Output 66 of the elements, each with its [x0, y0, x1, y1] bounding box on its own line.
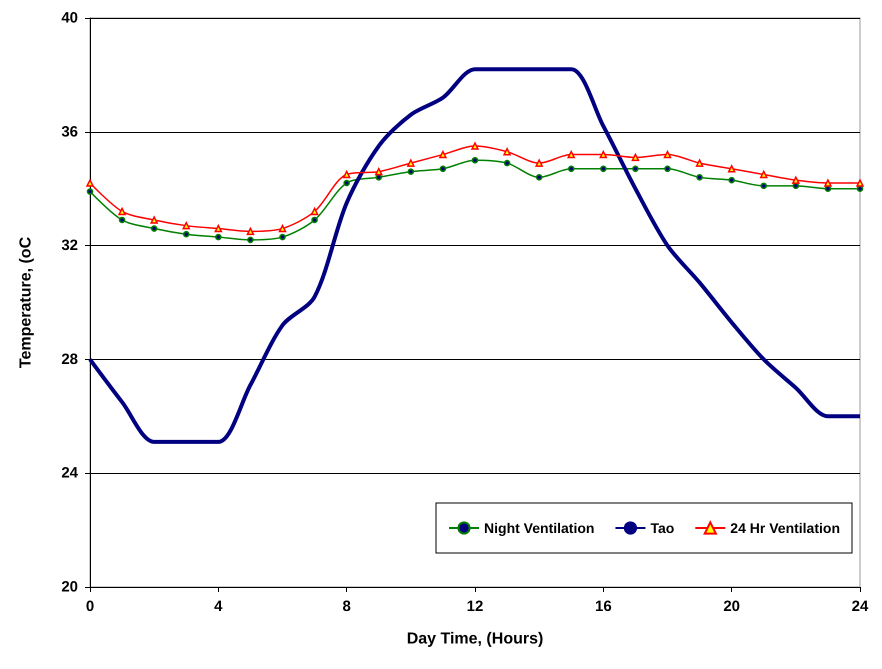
- y-tick-label: 40: [61, 10, 78, 26]
- point: [118, 208, 126, 216]
- point: [407, 159, 415, 167]
- point: [471, 142, 479, 150]
- point: [760, 170, 768, 178]
- point: [664, 150, 672, 158]
- x-tick-label: 0: [86, 598, 94, 615]
- point: [310, 208, 318, 216]
- point: [536, 174, 542, 181]
- y-tick-label: 20: [61, 578, 78, 596]
- point: [215, 234, 222, 240]
- legend-label: Tao: [650, 520, 674, 536]
- point: [214, 224, 222, 232]
- point: [183, 230, 190, 238]
- x-axis-title: Day Time, (Hours): [406, 630, 544, 648]
- point: [439, 150, 447, 158]
- y-axis-title: Temperature, (oC: [18, 236, 34, 368]
- y-tick-label: 28: [61, 350, 78, 368]
- point: [375, 168, 382, 176]
- point: [376, 174, 382, 181]
- y-tick-label: 24: [61, 464, 79, 482]
- point: [696, 159, 704, 167]
- point: [182, 222, 190, 230]
- point: [824, 179, 832, 187]
- point: [440, 166, 446, 172]
- x-tick-label: 12: [466, 598, 484, 615]
- point: [728, 176, 735, 184]
- point: [343, 180, 350, 186]
- x-tick-label: 16: [594, 598, 612, 615]
- legend-label: Night Ventilation: [484, 520, 594, 536]
- point: [278, 224, 286, 232]
- point: [408, 168, 414, 175]
- point: [118, 216, 126, 224]
- point: [247, 236, 254, 244]
- x-tick-label: 24: [852, 598, 869, 615]
- point: [792, 176, 800, 184]
- point: [311, 216, 318, 224]
- point: [728, 165, 736, 173]
- point: [535, 159, 543, 167]
- point: [246, 228, 254, 236]
- point: [760, 182, 767, 190]
- point: [632, 166, 639, 172]
- point: [664, 166, 671, 172]
- point: [150, 225, 158, 232]
- x-tick-label: 20: [723, 598, 740, 615]
- x-tick-label: 4: [214, 598, 224, 615]
- point: [792, 182, 800, 190]
- point: [342, 170, 350, 178]
- y-tick-label: 36: [61, 123, 78, 140]
- point: [696, 174, 703, 181]
- point: [568, 150, 575, 158]
- point: [568, 166, 574, 172]
- legend-label: 24 Hr Ventilation: [730, 520, 840, 536]
- x-tick-label: 8: [342, 598, 351, 615]
- point: [504, 160, 510, 166]
- point: [86, 188, 94, 195]
- point: [632, 154, 640, 162]
- point: [600, 166, 607, 172]
- point: [472, 157, 478, 164]
- point: [150, 216, 158, 224]
- y-tick-label: 32: [61, 237, 78, 254]
- point: [503, 148, 511, 156]
- point: [856, 179, 864, 187]
- line-series: [88, 67, 862, 444]
- point: [279, 234, 286, 240]
- point: [600, 150, 608, 158]
